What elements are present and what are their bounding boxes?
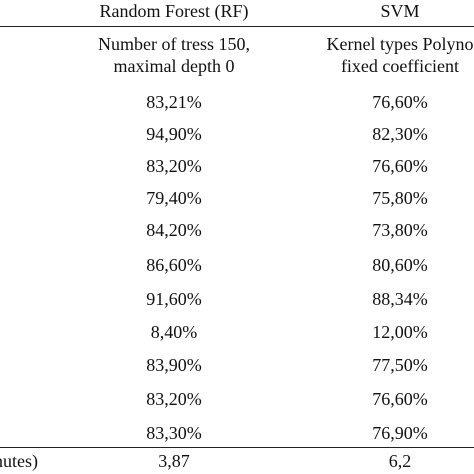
table-row-1-svm: 76,60% [372,92,428,112]
time-row-svm: 6,2 [388,451,412,471]
footer-divider [0,447,474,448]
table-row-3-svm: 76,60% [372,156,428,176]
svm-params-line2: fixed coefficient [340,56,460,76]
table-row-7-rf: 91,60% [146,289,202,309]
header-divider [0,26,474,27]
rf-params-line1: Number of tress 150, [98,34,250,54]
table-row-8-rf: 8,40% [150,322,198,342]
rf-params-line2: maximal depth 0 [113,56,235,76]
table-row-7-svm: 88,34% [372,289,428,309]
time-row-rf: 3,87 [158,451,190,471]
time-row-label: nutes) [0,451,38,471]
svm-params-line1: Kernel types Polyno [326,34,474,54]
table-row-10-rf: 83,20% [146,389,202,409]
table-row-11-rf: 83,30% [146,423,202,443]
table-row-1-rf: 83,21% [146,92,202,112]
table-row-4-svm: 75,80% [372,188,428,208]
table-row-2-svm: 82,30% [372,124,428,144]
table-row-5-rf: 84,20% [146,220,202,240]
table-row-11-svm: 76,90% [372,423,428,443]
table-row-8-svm: 12,00% [372,322,428,342]
table-row-10-svm: 76,60% [372,389,428,409]
table-row-4-rf: 79,40% [146,188,202,208]
table-row-3-rf: 83,20% [146,156,202,176]
table-row-2-rf: 94,90% [146,124,202,144]
table-row-9-rf: 83,90% [146,355,202,375]
table-row-9-svm: 77,50% [372,355,428,375]
table-row-5-svm: 73,80% [372,220,428,240]
header-svm: SVM [380,1,420,21]
table-row-6-svm: 80,60% [372,255,428,275]
header-random-forest: Random Forest (RF) [99,1,249,21]
table-row-6-rf: 86,60% [146,255,202,275]
